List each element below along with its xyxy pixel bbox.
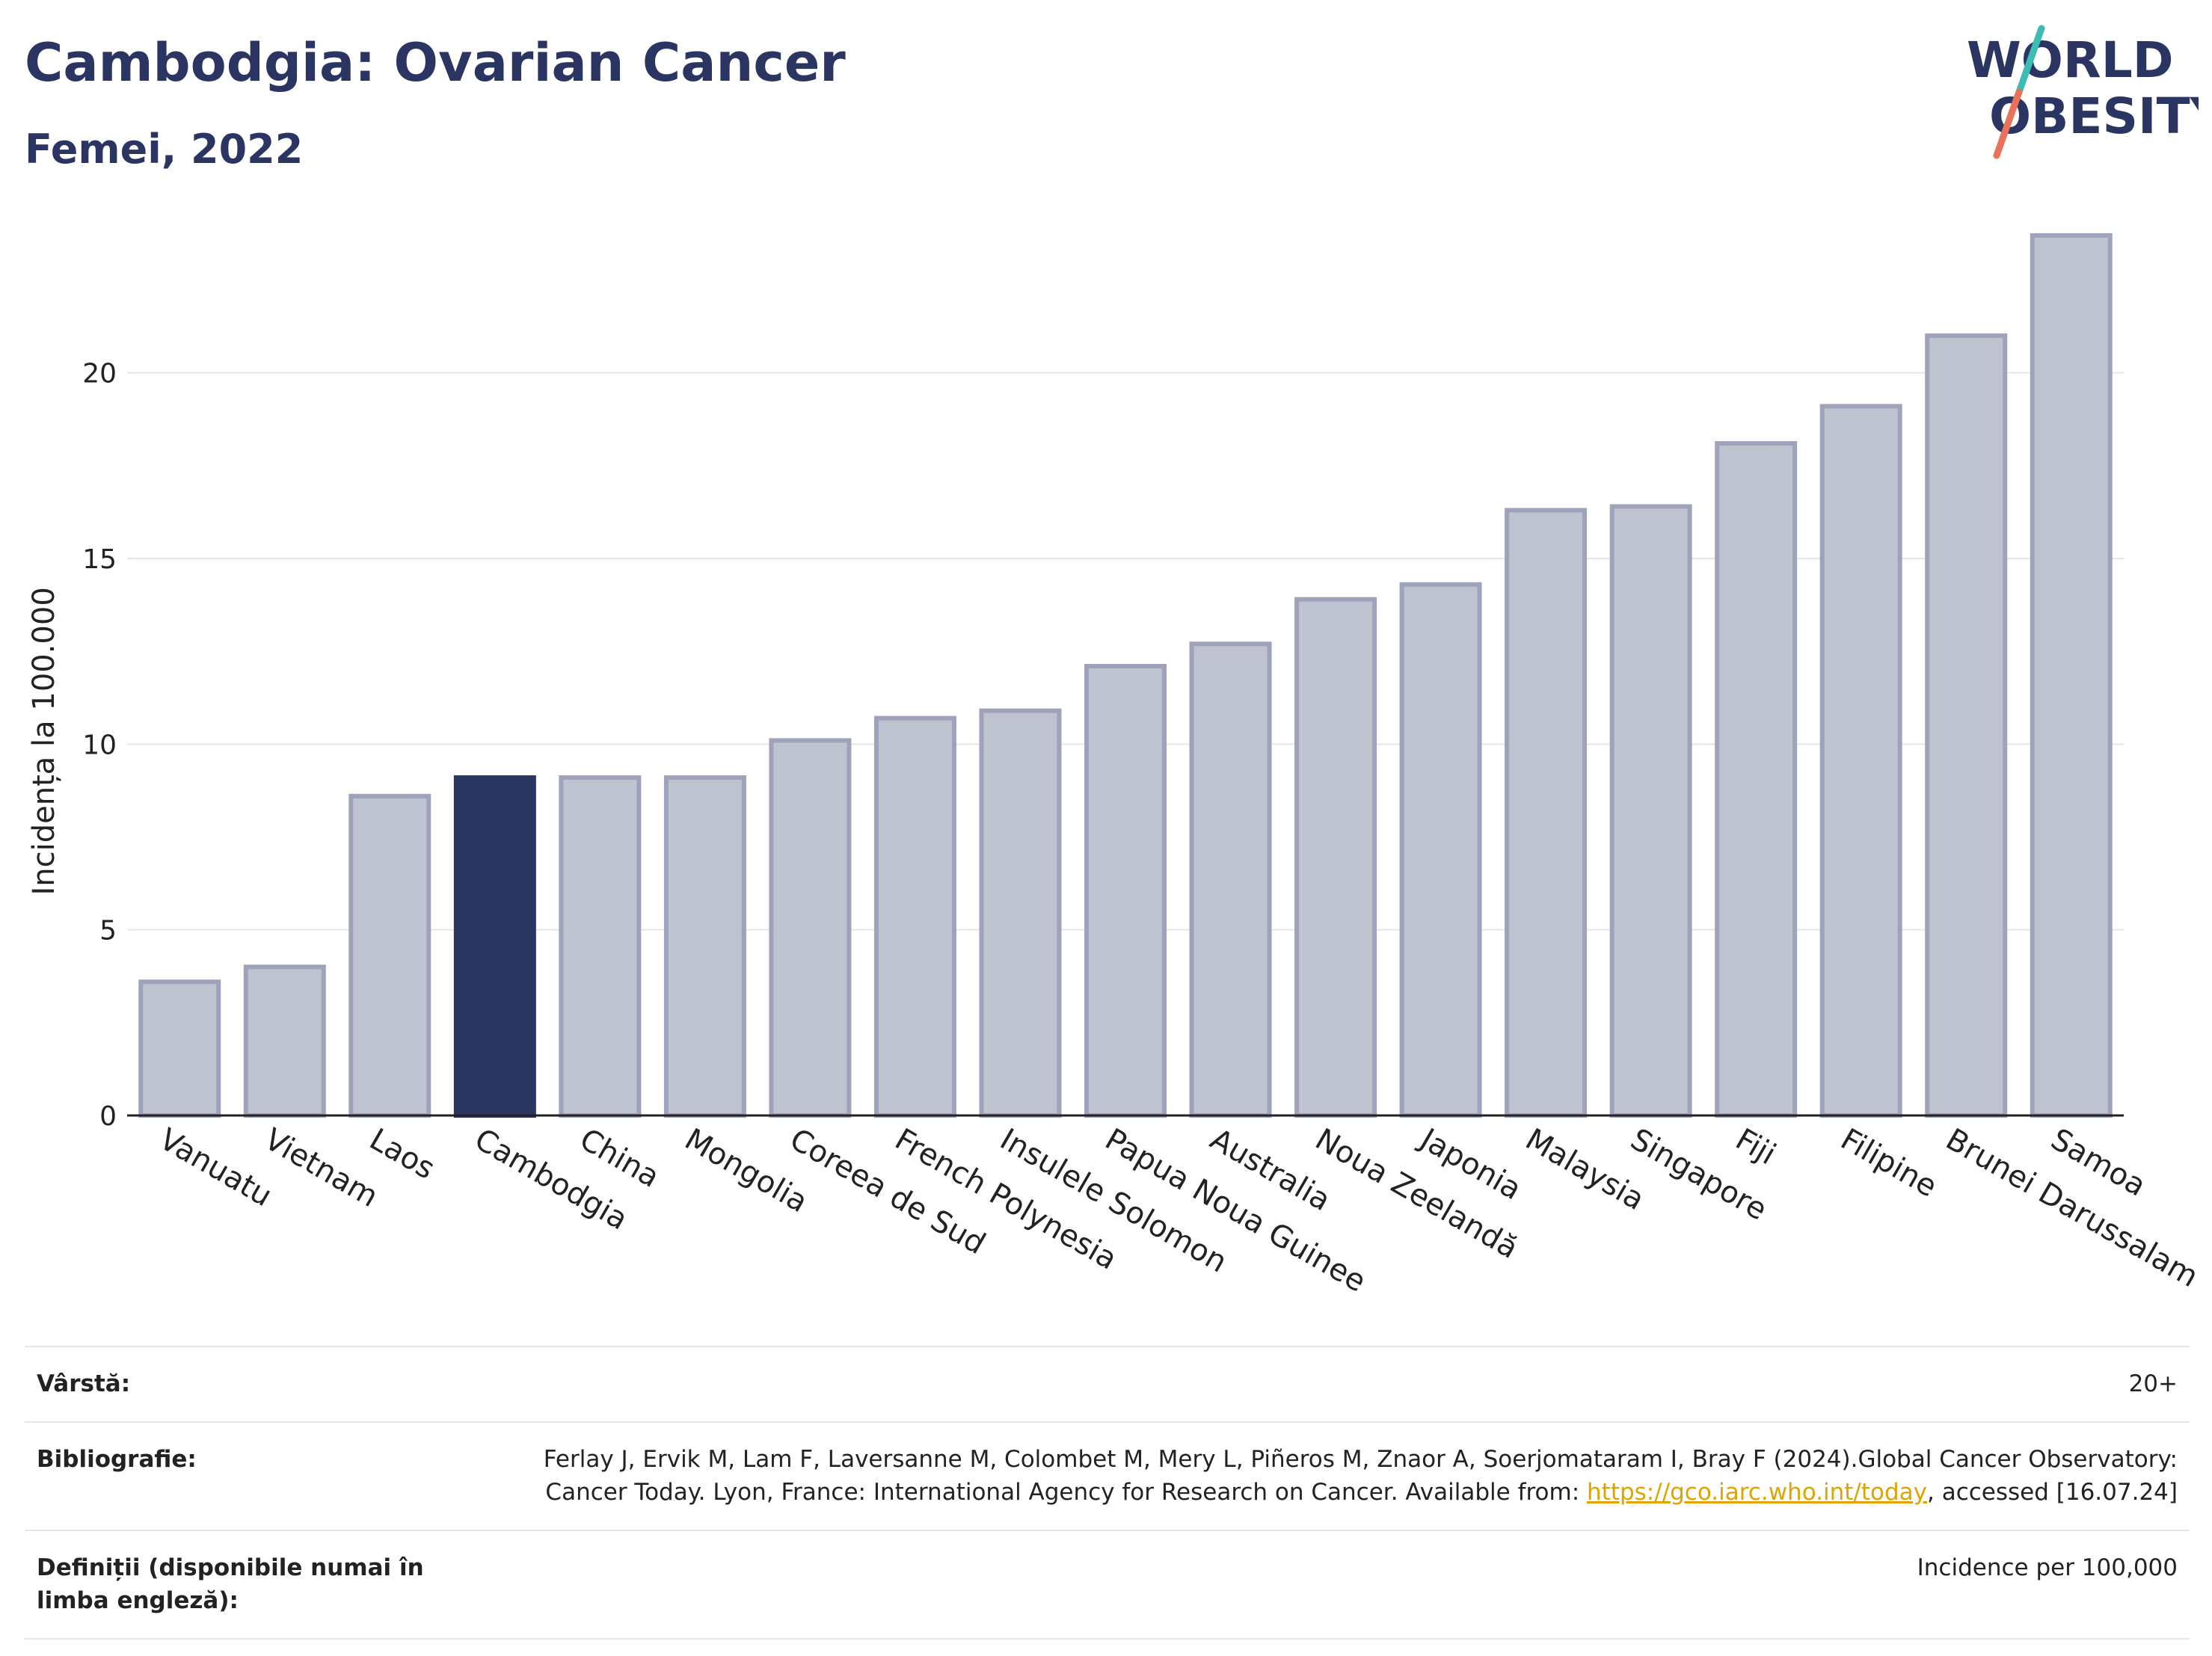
x-tick-label: Fiji <box>1730 1122 1781 1172</box>
y-tick-label: 10 <box>82 730 117 760</box>
x-tick-label: Vietnam <box>259 1122 384 1214</box>
bar <box>243 964 326 1118</box>
age-row: Vârstă: 20+ <box>25 1346 2190 1421</box>
bar <box>348 793 431 1118</box>
y-axis-label: Incidența la 100.000 <box>27 587 61 895</box>
bibliography-label: Bibliografie: <box>37 1446 197 1474</box>
bibliography-link[interactable]: https://gco.iarc.who.int/today <box>1587 1478 1927 1506</box>
bar <box>663 775 746 1118</box>
age-label: Vârstă: <box>37 1370 131 1397</box>
definitions-value: Incidence per 100,000 <box>1917 1554 2178 1582</box>
bar <box>1189 641 1272 1118</box>
bar <box>873 715 956 1118</box>
page-title: Cambodgia: Ovarian Cancer <box>25 32 846 93</box>
bar <box>1399 582 1482 1118</box>
bar <box>559 775 642 1118</box>
bar <box>1505 508 1588 1118</box>
bar <box>138 979 221 1118</box>
bar <box>2030 233 2113 1118</box>
bar <box>1715 441 1798 1118</box>
bar <box>1925 333 2008 1118</box>
logo-line-1: WORLD <box>1967 31 2174 89</box>
page-subtitle: Femei, 2022 <box>25 126 304 173</box>
world-obesity-logo: WORLD OBESITY <box>1967 25 2199 159</box>
y-tick-label: 0 <box>99 1101 117 1132</box>
logo-slash-bottom <box>1993 88 2023 159</box>
bar <box>1084 664 1167 1118</box>
bar <box>453 775 536 1118</box>
logo-line-2: OBESITY <box>1989 87 2199 145</box>
definitions-row: Definiții (disponibile numai în limba en… <box>25 1530 2190 1640</box>
logo-slash-top <box>2015 25 2045 96</box>
y-tick-label: 15 <box>82 544 117 575</box>
y-tick-label: 5 <box>99 916 117 946</box>
bar-chart: 0 5 10 15 20 Incidența la 100.000 VanuatuVietn… <box>27 233 2204 1299</box>
bar <box>1294 597 1377 1118</box>
x-tick-label: Laos <box>363 1122 440 1186</box>
bibliography-value: Ferlay J, Ervik M, Lam F, Laversanne M, … <box>500 1444 2178 1509</box>
metadata-table: Vârstă: 20+ Bibliografie: Ferlay J, Ervi… <box>25 1346 2190 1640</box>
bibliography-accessed: , accessed [16.07.24] <box>1926 1478 2178 1506</box>
x-tick-label: Malaysia <box>1520 1122 1650 1217</box>
x-tick-label: Filipine <box>1835 1122 1943 1204</box>
age-value: 20+ <box>2128 1370 2178 1397</box>
bibliography-row: Bibliografie: Ferlay J, Ervik M, Lam F, … <box>25 1421 2190 1530</box>
bibliography-text: Ferlay J, Ervik M, Lam F, Laversanne M, … <box>543 1446 2178 1506</box>
bar <box>769 738 852 1118</box>
bar <box>979 708 1062 1118</box>
y-tick-label: 20 <box>82 359 117 390</box>
bar <box>1819 404 1902 1118</box>
bar <box>1609 504 1692 1118</box>
definitions-label: Definiții (disponibile numai în limba en… <box>37 1554 424 1614</box>
x-tick-label: Vanuatu <box>153 1122 277 1213</box>
